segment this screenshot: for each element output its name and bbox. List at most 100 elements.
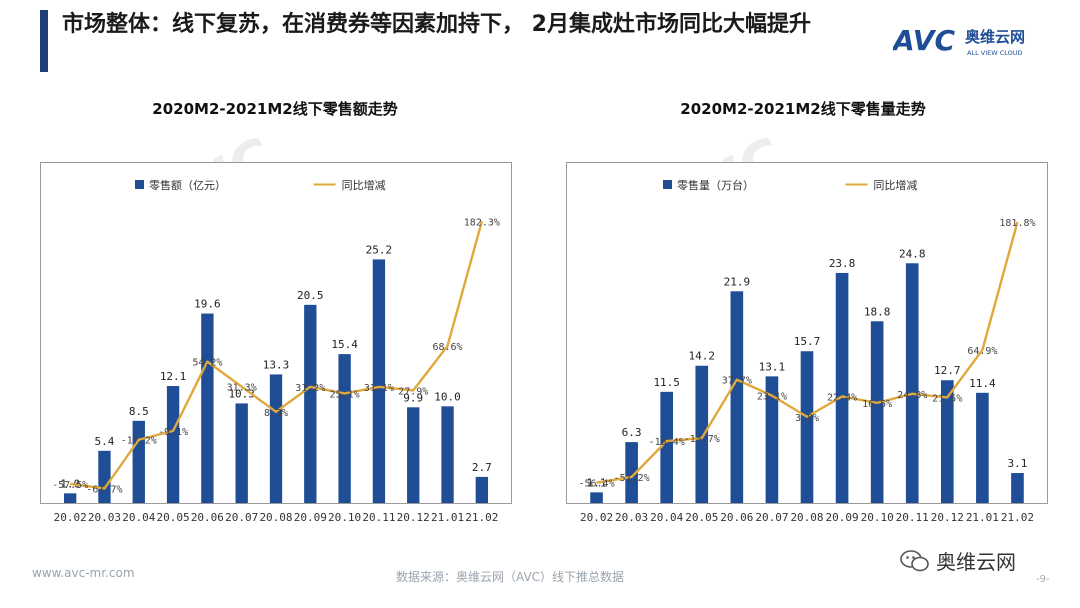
- line-label-20.08: 8.3%: [264, 408, 288, 419]
- x-tick-20.04: 20.04: [650, 511, 683, 524]
- bar-20.03: [625, 442, 638, 503]
- line-label-21.01: 68.6%: [432, 342, 462, 353]
- x-tick-21.02: 21.02: [1001, 511, 1034, 524]
- x-tick-20.12: 20.12: [397, 511, 430, 524]
- bar-20.08: [800, 351, 814, 503]
- bar-20.11: [905, 263, 919, 503]
- line-label-20.06: 54.2%: [192, 358, 222, 369]
- line-label-20.07: 31.3%: [227, 383, 257, 394]
- x-tick-20.06: 20.06: [720, 511, 753, 524]
- bar-20.03: [98, 450, 111, 503]
- x-tick-20.07: 20.07: [755, 511, 788, 524]
- bar-20.10: [338, 354, 351, 503]
- page-title: 市场整体：线下复苏，在消费券等因素加持下， 2月集成灶市场同比大幅提升: [62, 12, 811, 37]
- bar-20.02: [590, 492, 603, 503]
- wechat-badge: 奥维云网: [900, 546, 1016, 575]
- line-label-20.03: -61.7%: [86, 484, 122, 495]
- bar-20.02: [63, 493, 77, 503]
- bar-label-20.12: 9.9: [403, 391, 423, 404]
- bar-label-20.09: 20.5: [297, 289, 324, 302]
- bar-label-20.08: 15.7: [794, 335, 821, 348]
- bar-20.11: [372, 259, 386, 503]
- bar-label-20.10: 15.4: [331, 338, 358, 351]
- bar-label-20.06: 21.9: [724, 275, 751, 288]
- x-tick-20.07: 20.07: [225, 511, 258, 524]
- line-series-yoy: [596, 221, 1019, 484]
- line-label-20.09: 22.4%: [827, 392, 857, 403]
- line-label-20.05: -9.1%: [158, 427, 188, 438]
- bar-20.06: [201, 313, 214, 503]
- logo-en: ALL VIEW CLOUD: [967, 49, 1023, 57]
- bar-21.02: [475, 476, 489, 503]
- bar-label-20.11: 25.2: [366, 243, 393, 256]
- x-tick-20.05: 20.05: [157, 511, 190, 524]
- bar-20.05: [166, 386, 180, 503]
- x-tick-20.02: 20.02: [580, 511, 613, 524]
- bar-label-20.03: 5.4: [95, 435, 115, 448]
- footer-url: www.avc-mr.com: [32, 566, 135, 580]
- chart-box-sales-volume: 零售量（万台） 同比增减 1.1 6.3 11.5 14.2 21.9 13.1 15.7 23.…: [566, 162, 1048, 524]
- x-tick-20.08: 20.08: [259, 511, 292, 524]
- bar-label-20.09: 23.8: [829, 257, 856, 270]
- x-tick-20.10: 20.10: [328, 511, 361, 524]
- bar-20.09: [835, 272, 849, 503]
- chart-title-sales-volume: 2020M2-2021M2线下零售量走势: [680, 100, 926, 118]
- chart-legend: 零售量（万台） 同比增减: [663, 178, 917, 192]
- bar-label-20.04: 11.5: [653, 376, 680, 389]
- bar-21.02: [1011, 473, 1024, 503]
- x-tick-20.05: 20.05: [685, 511, 718, 524]
- line-label-20.04: -18.4%: [649, 437, 685, 448]
- wechat-icon: [900, 549, 929, 571]
- bar-20.04: [660, 391, 674, 503]
- line-label-20.05: -15.7%: [684, 434, 720, 445]
- bar-label-21.01: 11.4: [969, 377, 996, 390]
- x-tick-20.03: 20.03: [615, 511, 648, 524]
- bar-20.09: [304, 304, 317, 503]
- line-label-20.12: 27.9%: [398, 386, 428, 397]
- x-tick-20.08: 20.08: [790, 511, 823, 524]
- bar-label-20.04: 8.5: [129, 405, 149, 418]
- x-tick-21.01: 21.01: [966, 511, 999, 524]
- x-tick-21.01: 21.01: [431, 511, 464, 524]
- bar-label-20.10: 18.8: [864, 305, 891, 318]
- line-label-20.03: -51.2%: [614, 473, 650, 484]
- bar-20.07: [765, 376, 779, 503]
- bar-20.08: [269, 374, 283, 503]
- logo-text: AVC: [893, 24, 955, 57]
- bar-20.12: [407, 407, 420, 503]
- bar-label-20.02: 1.1: [587, 476, 607, 489]
- line-label-20.11: 31.1%: [364, 383, 394, 394]
- wechat-label: 奥维云网: [936, 550, 1016, 574]
- bar-20.07: [235, 403, 248, 503]
- x-tick-20.11: 20.11: [896, 511, 929, 524]
- bar-label-21.01: 10.0: [434, 390, 461, 403]
- line-label-20.09: 31.2%: [295, 383, 325, 394]
- line-label-20.06: 37.7%: [722, 376, 752, 387]
- bar-label-20.05: 14.2: [689, 350, 716, 363]
- legend-label-line: 同比增减: [342, 178, 386, 192]
- chart-sales-volume: 零售量（万台） 同比增减 1.1 6.3 11.5 14.2 21.9 13.1 15.7 23.…: [578, 178, 1035, 524]
- bar-label-20.08: 13.3: [263, 358, 290, 371]
- bar-20.04: [132, 420, 145, 503]
- x-tick-21.02: 21.02: [465, 511, 498, 524]
- x-tick-20.03: 20.03: [88, 511, 121, 524]
- line-label-20.07: 23.1%: [757, 392, 787, 403]
- legend-swatch-bar: [663, 180, 672, 189]
- x-tick-20.06: 20.06: [191, 511, 224, 524]
- line-label-20.02: -57.5%: [52, 480, 88, 491]
- x-tick-20.09: 20.09: [826, 511, 859, 524]
- x-tick-20.04: 20.04: [122, 511, 155, 524]
- bar-label-20.03: 6.3: [622, 426, 642, 439]
- line-label-20.04: -17.2%: [121, 436, 157, 447]
- bar-21.01: [441, 406, 454, 503]
- bar-label-20.02: 1.0: [60, 477, 80, 490]
- x-tick-20.09: 20.09: [294, 511, 327, 524]
- line-label-20.08: 3.8%: [795, 413, 819, 424]
- x-tick-20.12: 20.12: [931, 511, 964, 524]
- legend-swatch-bar: [135, 180, 144, 189]
- line-label-20.10: 25.1%: [330, 389, 360, 400]
- line-label-20.10: 16.5%: [862, 399, 892, 410]
- legend-label-bar: 零售额（亿元）: [149, 178, 226, 192]
- chart-legend: 零售额（亿元） 同比增减: [135, 178, 386, 192]
- logo-cn: 奥维云网: [965, 28, 1025, 46]
